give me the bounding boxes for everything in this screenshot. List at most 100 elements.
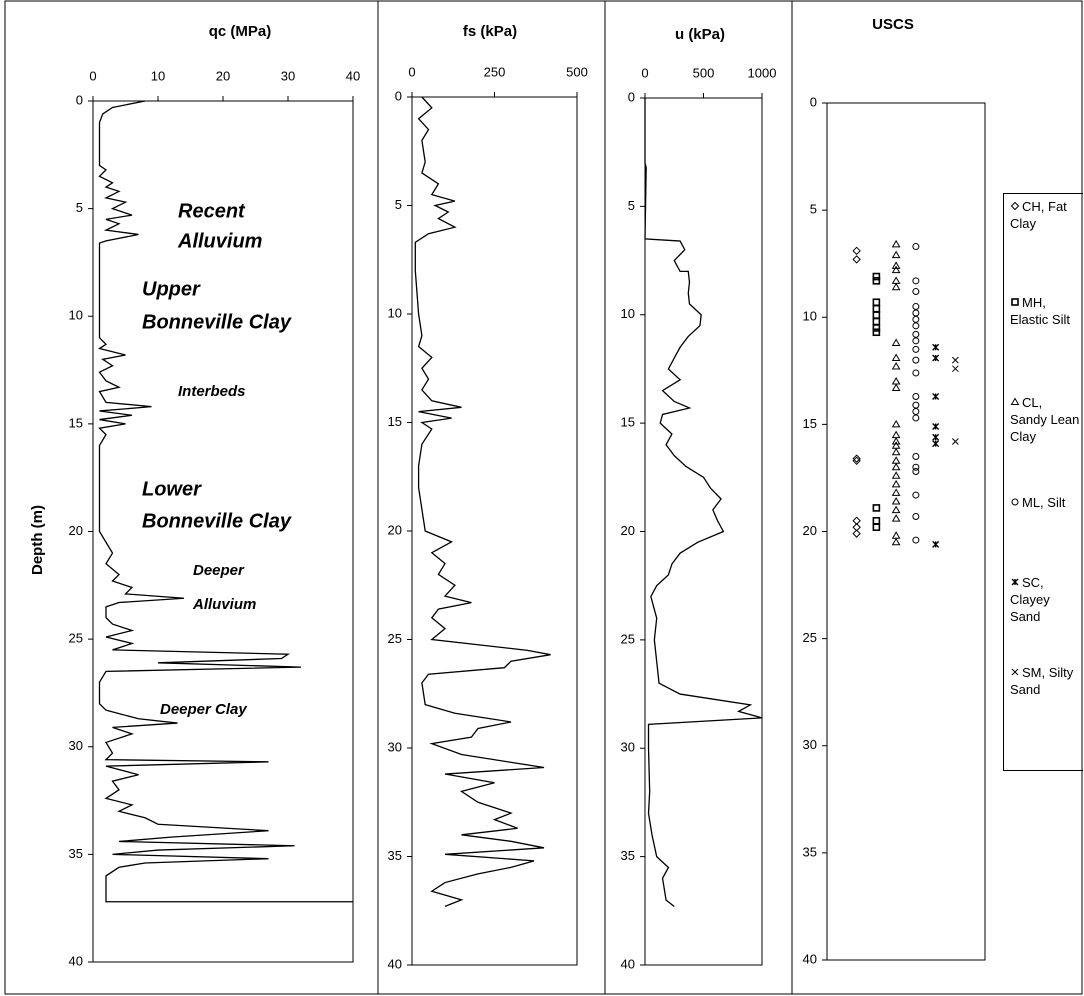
point	[891, 447, 901, 456]
point	[912, 468, 920, 476]
point	[1011, 498, 1019, 506]
x-tick-label: 0	[408, 64, 415, 79]
annotation: Upper	[142, 278, 201, 300]
plot-frame	[644, 97, 763, 966]
y-axis-label: Depth (m)	[29, 505, 46, 575]
point	[891, 462, 901, 471]
y-tick-label: 20	[69, 523, 83, 538]
y-tick-label: 40	[621, 956, 635, 971]
point	[932, 423, 940, 431]
y-tick-label: 10	[621, 306, 635, 321]
point	[912, 401, 920, 409]
y-tick-label: 25	[803, 630, 817, 645]
legend-entry: CH, Fat Clay	[1010, 198, 1082, 232]
y-tick-label: 5	[76, 200, 83, 215]
y-tick-label: 30	[621, 740, 635, 755]
panel-title: qc (MPa)	[209, 23, 272, 40]
y-tick-label: 20	[388, 522, 402, 537]
annotation: Lower	[142, 478, 202, 500]
legend: CH, Fat Clay MH, Elastic Silt CL, Sandy Le…	[1003, 193, 1083, 771]
annotation: Deeper Clay	[160, 701, 247, 718]
point	[952, 365, 959, 373]
point	[1011, 578, 1019, 586]
point	[912, 345, 920, 353]
y-tick-label: 15	[69, 415, 83, 430]
point	[891, 531, 901, 539]
point	[891, 250, 901, 259]
point	[891, 488, 901, 496]
point	[912, 491, 920, 499]
point	[891, 456, 901, 464]
legend-entry: SM, Silty Sand	[1010, 664, 1082, 698]
annotation: Alluvium	[177, 230, 262, 252]
point	[912, 330, 920, 338]
y-tick-label: 10	[803, 309, 817, 324]
point	[872, 504, 881, 512]
point	[932, 440, 940, 448]
point	[912, 322, 920, 330]
legend-entry: CL, Sandy Lean Clay	[1010, 394, 1082, 445]
point	[872, 272, 881, 281]
legend-label: ML, Silt	[1022, 495, 1066, 510]
plot-frame	[826, 102, 986, 961]
point	[932, 540, 940, 548]
annotation: Recent	[178, 200, 246, 222]
point	[912, 303, 920, 311]
y-tick-label: 5	[628, 198, 635, 213]
y-tick-label: 35	[803, 844, 817, 859]
point	[932, 354, 940, 362]
y-tick-label: 20	[803, 523, 817, 538]
profile-line	[414, 96, 551, 908]
point	[932, 393, 940, 401]
y-tick-label: 5	[810, 202, 817, 217]
legend-marker	[1011, 578, 1019, 586]
y-tick-label: 0	[628, 89, 635, 104]
annotation: Deeper	[193, 562, 245, 579]
point	[912, 393, 920, 401]
point	[891, 479, 901, 488]
point	[872, 324, 881, 332]
point	[912, 414, 920, 422]
point	[891, 383, 901, 391]
x-tick-label: 1000	[748, 65, 777, 80]
point	[891, 239, 901, 248]
y-tick-label: 40	[69, 953, 83, 968]
x-tick-label: 500	[693, 65, 715, 80]
point	[891, 505, 901, 514]
x-tick-label: 500	[566, 64, 588, 79]
legend-entry: ML, Silt	[1010, 494, 1082, 511]
y-tick-label: 40	[388, 956, 402, 971]
point	[891, 353, 901, 361]
x-tick-label: 250	[484, 64, 506, 79]
point	[912, 408, 920, 416]
point	[891, 261, 901, 269]
x-tick-label: 0	[641, 65, 648, 80]
legend-marker	[1011, 298, 1019, 306]
point	[852, 454, 861, 463]
legend-label: SM, Silty Sand	[1010, 665, 1074, 697]
point	[891, 471, 901, 479]
point	[891, 362, 901, 370]
y-tick-label: 5	[395, 197, 402, 212]
y-tick-label: 30	[388, 739, 402, 754]
annotation: Alluvium	[192, 596, 256, 613]
panel-title: fs (kPa)	[463, 23, 517, 40]
annotation: Interbeds	[178, 383, 246, 400]
point	[912, 536, 920, 544]
point	[891, 265, 901, 274]
point	[932, 343, 940, 351]
legend-marker	[1011, 668, 1019, 676]
point	[891, 514, 901, 522]
y-tick-label: 10	[69, 308, 83, 323]
point	[891, 282, 901, 291]
point	[912, 277, 920, 285]
point	[852, 529, 861, 538]
point	[952, 438, 959, 445]
point	[891, 497, 901, 505]
point	[872, 277, 881, 285]
point	[852, 246, 861, 256]
y-tick-label: 30	[69, 738, 83, 753]
y-tick-label: 25	[621, 631, 635, 646]
